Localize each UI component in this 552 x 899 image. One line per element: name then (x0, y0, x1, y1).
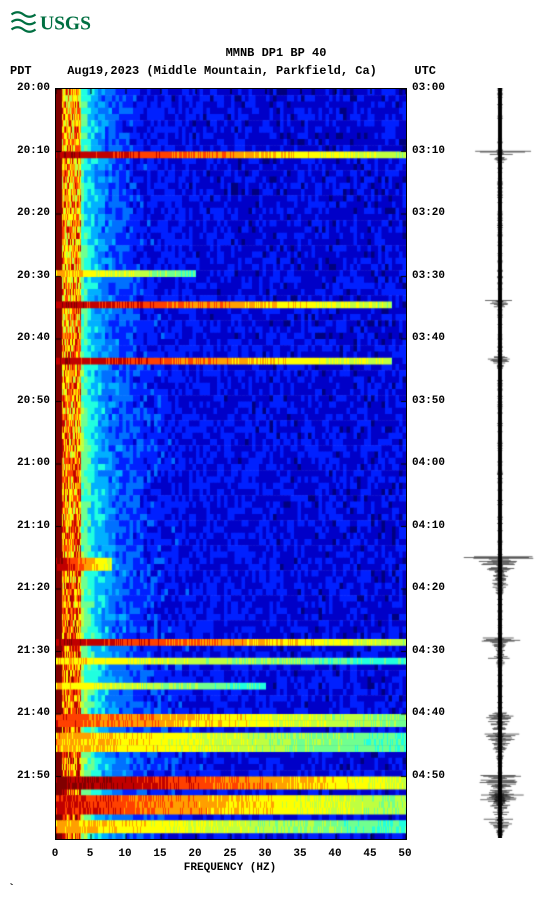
left-tz-label: PDT (0, 64, 60, 78)
freq-tick: 45 (363, 848, 376, 860)
right-time-tick: 04:10 (412, 520, 445, 532)
right-time-tick: 04:20 (412, 582, 445, 594)
freq-tick: 50 (398, 848, 411, 860)
freq-tick: 30 (258, 848, 271, 860)
left-time-tick: 21:20 (17, 582, 50, 594)
right-tz-label: UTC (414, 64, 464, 78)
left-time-tick: 21:50 (17, 770, 50, 782)
frequency-axis: FREQUENCY (HZ) 05101520253035404550 (55, 840, 405, 870)
left-time-tick: 20:50 (17, 395, 50, 407)
seismogram (460, 88, 540, 838)
right-time-tick: 04:50 (412, 770, 445, 782)
left-time-tick: 20:30 (17, 270, 50, 282)
right-time-tick: 03:30 (412, 270, 445, 282)
right-time-axis: 03:0003:1003:2003:3003:4003:5004:0004:10… (410, 88, 458, 838)
left-time-tick: 21:40 (17, 707, 50, 719)
left-time-axis: 20:0020:1020:2020:3020:4020:5021:0021:10… (0, 88, 52, 838)
freq-tick: 5 (87, 848, 94, 860)
freq-tick: 20 (188, 848, 201, 860)
right-time-tick: 03:10 (412, 145, 445, 157)
left-time-tick: 20:40 (17, 332, 50, 344)
freq-tick: 0 (52, 848, 59, 860)
right-time-tick: 04:00 (412, 457, 445, 469)
chart-title: MMNB DP1 BP 40 (226, 46, 327, 60)
freq-tick: 15 (153, 848, 166, 860)
footer-mark: ` (0, 878, 552, 899)
freq-tick: 40 (328, 848, 341, 860)
right-time-tick: 03:50 (412, 395, 445, 407)
plot-area: 20:00 20:10 20:20 20:30 20:40 20:50 21:00 21:10… (0, 78, 552, 878)
usgs-logo: USGS (0, 0, 552, 44)
left-time-tick: 20:00 (17, 82, 50, 94)
date-location: Aug19,2023 (Middle Mountain, Parkfield, … (67, 64, 407, 78)
spectrogram (55, 88, 407, 840)
right-time-tick: 04:30 (412, 645, 445, 657)
left-time-tick: 21:00 (17, 457, 50, 469)
left-time-tick: 20:10 (17, 145, 50, 157)
right-time-tick: 04:40 (412, 707, 445, 719)
left-time-tick: 21:10 (17, 520, 50, 532)
freq-tick: 25 (223, 848, 236, 860)
freq-tick: 35 (293, 848, 306, 860)
right-time-tick: 03:00 (412, 82, 445, 94)
left-time-tick: 20:20 (17, 207, 50, 219)
svg-text:USGS: USGS (40, 14, 91, 35)
left-time-tick: 21:30 (17, 645, 50, 657)
freq-tick: 10 (118, 848, 131, 860)
right-time-tick: 03:40 (412, 332, 445, 344)
right-time-tick: 03:20 (412, 207, 445, 219)
x-axis-label: FREQUENCY (HZ) (184, 862, 276, 874)
